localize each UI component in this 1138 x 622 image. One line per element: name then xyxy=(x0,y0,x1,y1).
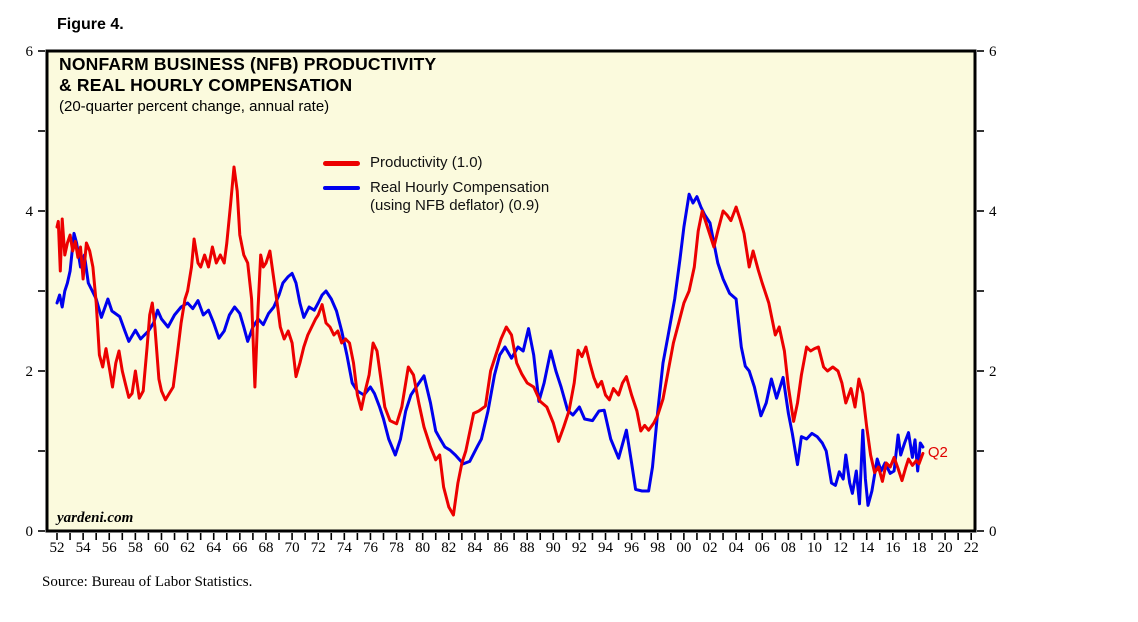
chart-title-line1: NONFARM BUSINESS (NFB) PRODUCTIVITY xyxy=(59,54,437,74)
x-axis-label: 72 xyxy=(311,540,326,556)
y-axis-label-right: 4 xyxy=(989,204,997,220)
source-note: Source: Bureau of Labor Statistics. xyxy=(42,574,253,590)
chart-title: NONFARM BUSINESS (NFB) PRODUCTIVITY & RE… xyxy=(59,54,436,115)
x-axis-label: 04 xyxy=(729,540,745,556)
x-axis-label: 90 xyxy=(546,540,561,556)
x-axis-label: 74 xyxy=(337,540,353,556)
x-axis-label: 12 xyxy=(833,540,848,556)
x-axis-label: 54 xyxy=(76,540,92,556)
x-axis-label: 14 xyxy=(859,540,875,556)
x-axis-label: 68 xyxy=(258,540,273,556)
x-axis-label: 84 xyxy=(467,540,483,556)
x-axis-label: 98 xyxy=(650,540,665,556)
x-axis-label: 60 xyxy=(154,540,169,556)
y-axis-label-left: 6 xyxy=(26,44,34,60)
x-axis-label: 96 xyxy=(624,540,640,556)
x-axis-label: 76 xyxy=(363,540,379,556)
x-axis-label: 18 xyxy=(911,540,926,556)
x-axis-label: 92 xyxy=(572,540,587,556)
x-axis-label: 94 xyxy=(598,540,614,556)
x-axis-label: 16 xyxy=(885,540,901,556)
x-axis-label: 02 xyxy=(703,540,718,556)
legend-label: Real Hourly Compensation (using NFB defl… xyxy=(370,179,549,216)
y-axis-label-left: 0 xyxy=(26,524,34,540)
x-axis-label: 64 xyxy=(206,540,222,556)
x-axis-label: 08 xyxy=(781,540,796,556)
x-axis-label: 10 xyxy=(807,540,822,556)
legend: Productivity (1.0) Real Hourly Compensat… xyxy=(323,154,549,222)
x-axis-label: 88 xyxy=(520,540,535,556)
latest-quarter-label: Q2 xyxy=(927,444,948,462)
chart-title-line2: & REAL HOURLY COMPENSATION xyxy=(59,75,353,95)
x-axis-label: 80 xyxy=(415,540,430,556)
y-axis-label-left: 2 xyxy=(26,364,34,380)
yardeni-watermark: yardeni.com xyxy=(57,510,134,526)
y-axis-label-right: 2 xyxy=(989,364,997,380)
x-axis-label: 70 xyxy=(285,540,300,556)
legend-item-compensation: Real Hourly Compensation (using NFB defl… xyxy=(323,179,549,216)
figure-label: Figure 4. xyxy=(57,16,124,33)
x-axis-label: 62 xyxy=(180,540,195,556)
x-axis-label: 56 xyxy=(102,540,118,556)
legend-item-productivity: Productivity (1.0) xyxy=(323,154,549,173)
x-axis-label: 06 xyxy=(755,540,771,556)
x-axis-label: 58 xyxy=(128,540,143,556)
x-axis-label: 00 xyxy=(676,540,691,556)
y-axis-label-right: 6 xyxy=(989,44,997,60)
x-axis-label: 22 xyxy=(964,540,979,556)
x-axis-label: 66 xyxy=(232,540,248,556)
y-axis-label-left: 4 xyxy=(26,204,34,220)
legend-label-line2: (using NFB deflator) (0.9) xyxy=(370,197,540,214)
x-axis-label: 86 xyxy=(494,540,510,556)
plot-frame xyxy=(45,49,977,533)
compensation-line xyxy=(55,192,925,507)
compensation-line-swatch xyxy=(323,185,360,190)
productivity-line xyxy=(55,165,925,517)
x-axis-label: 52 xyxy=(50,540,65,556)
legend-label: Productivity (1.0) xyxy=(370,154,483,171)
y-axis-label-right: 0 xyxy=(989,524,997,540)
productivity-line-swatch xyxy=(323,161,360,166)
x-axis-label: 78 xyxy=(389,540,404,556)
x-axis-label: 82 xyxy=(441,540,456,556)
x-axis-label: 20 xyxy=(938,540,953,556)
chart-subtitle: (20-quarter percent change, annual rate) xyxy=(59,98,330,115)
legend-label-line1: Real Hourly Compensation xyxy=(370,178,550,196)
